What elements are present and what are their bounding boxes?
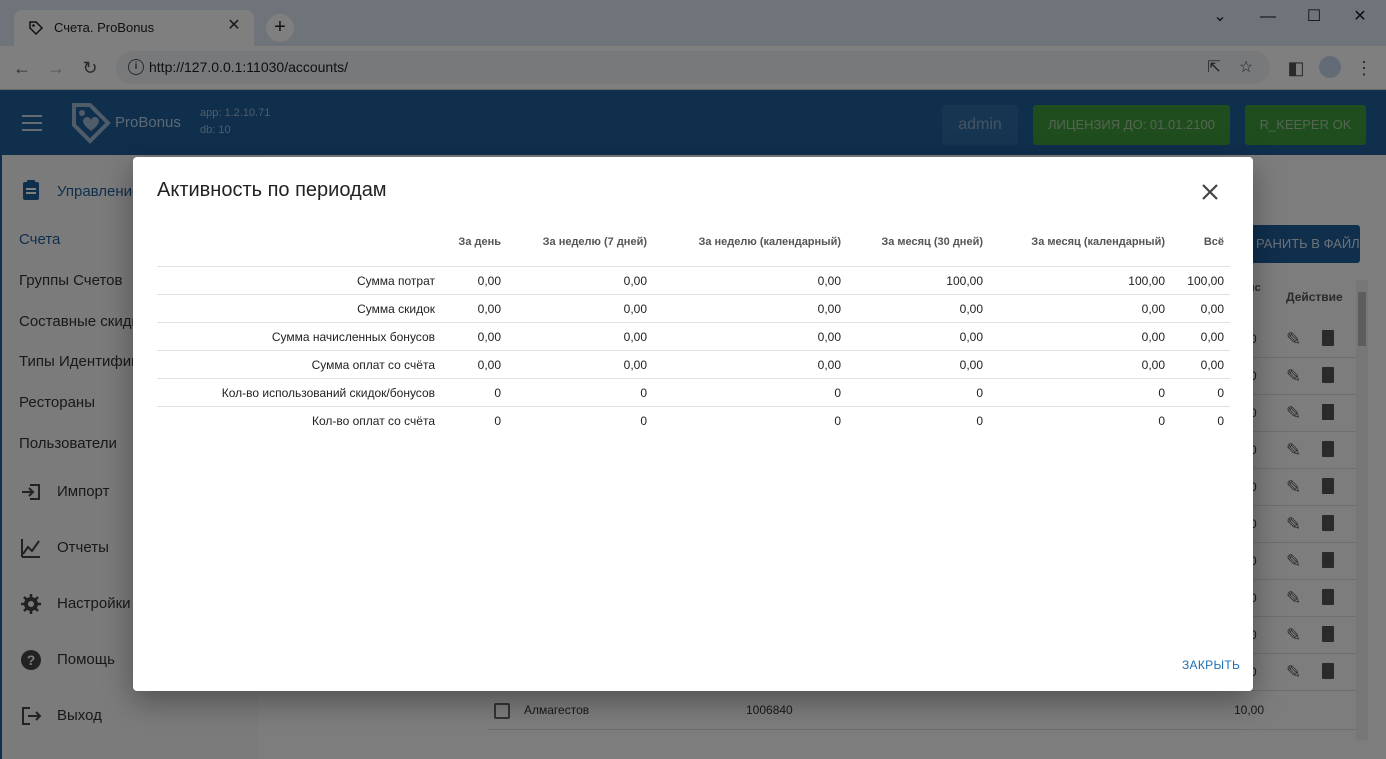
table-row: Кол-во оплат со счёта 0 0 0 0 0 0 bbox=[157, 407, 1230, 435]
row-label: Кол-во использований скидок/бонусов bbox=[221, 386, 435, 400]
table-cell: 0 bbox=[640, 386, 647, 400]
table-cell: 0,00 bbox=[817, 302, 841, 316]
table-cell: 0,00 bbox=[1200, 302, 1224, 316]
table-cell: 0 bbox=[976, 414, 983, 428]
table-cell: 0 bbox=[494, 414, 501, 428]
table-cell: 0,00 bbox=[959, 330, 983, 344]
table-cell: 0,00 bbox=[959, 302, 983, 316]
row-label: Сумма потрат bbox=[356, 274, 435, 288]
activity-dialog: Активность по периодам За день За неделю… bbox=[133, 157, 1253, 691]
table-cell: 0,00 bbox=[1200, 330, 1224, 344]
table-cell: 0 bbox=[640, 414, 647, 428]
table-cell: 0 bbox=[1217, 414, 1224, 428]
table-row: Сумма начисленных бонусов 0,00 0,00 0,00… bbox=[157, 323, 1230, 351]
table-row: Сумма потрат 0,00 0,00 0,00 100,00 100,0… bbox=[157, 267, 1230, 295]
row-label: Сумма скидок bbox=[357, 302, 435, 316]
table-cell: 0,00 bbox=[477, 274, 501, 288]
table-row: Сумма скидок 0,00 0,00 0,00 0,00 0,00 0,… bbox=[157, 295, 1230, 323]
activity-table: За день За неделю (7 дней) За неделю (ка… bbox=[157, 227, 1230, 435]
table-cell: 0,00 bbox=[477, 330, 501, 344]
table-header: За день За неделю (7 дней) За неделю (ка… bbox=[157, 227, 1230, 267]
table-cell: 0 bbox=[1217, 386, 1224, 400]
table-cell: 0,00 bbox=[477, 358, 501, 372]
table-cell: 0,00 bbox=[817, 358, 841, 372]
table-cell: 0 bbox=[834, 414, 841, 428]
table-cell: 0,00 bbox=[817, 330, 841, 344]
table-cell: 100,00 bbox=[1128, 274, 1165, 288]
table-cell: 0,00 bbox=[1141, 302, 1165, 316]
row-label: Кол-во оплат со счёта bbox=[311, 414, 435, 428]
row-label: Сумма начисленных бонусов bbox=[271, 330, 435, 344]
table-cell: 0,00 bbox=[1141, 358, 1165, 372]
table-row: Кол-во использований скидок/бонусов 0 0 … bbox=[157, 379, 1230, 407]
table-cell: 0,00 bbox=[623, 358, 647, 372]
table-cell: 0 bbox=[1158, 386, 1165, 400]
column-header: За неделю (7 дней) bbox=[542, 236, 647, 248]
table-cell: 0 bbox=[976, 386, 983, 400]
close-icon[interactable] bbox=[1199, 181, 1221, 203]
table-cell: 0,00 bbox=[623, 302, 647, 316]
table-cell: 0,00 bbox=[1141, 330, 1165, 344]
table-cell: 0,00 bbox=[1200, 358, 1224, 372]
table-cell: 0 bbox=[834, 386, 841, 400]
column-header: Всё bbox=[1203, 236, 1224, 248]
table-row: Сумма оплат со счёта 0,00 0,00 0,00 0,00… bbox=[157, 351, 1230, 379]
table-cell: 0,00 bbox=[817, 274, 841, 288]
column-header: За день bbox=[458, 236, 501, 248]
table-cell: 0,00 bbox=[959, 358, 983, 372]
table-cell: 100,00 bbox=[946, 274, 983, 288]
table-cell: 0 bbox=[1158, 414, 1165, 428]
row-label: Сумма оплат со счёта bbox=[311, 358, 435, 372]
column-header: За неделю (календарный) bbox=[698, 236, 841, 248]
table-cell: 0,00 bbox=[623, 330, 647, 344]
column-header: За месяц (календарный) bbox=[1031, 236, 1165, 248]
table-cell: 0,00 bbox=[623, 274, 647, 288]
table-cell: 0,00 bbox=[477, 302, 501, 316]
close-button[interactable]: ЗАКРЫТЬ bbox=[1182, 658, 1241, 672]
column-header: За месяц (30 дней) bbox=[881, 236, 983, 248]
table-cell: 0 bbox=[494, 386, 501, 400]
table-cell: 100,00 bbox=[1187, 274, 1224, 288]
dialog-title: Активность по периодам bbox=[157, 179, 387, 201]
